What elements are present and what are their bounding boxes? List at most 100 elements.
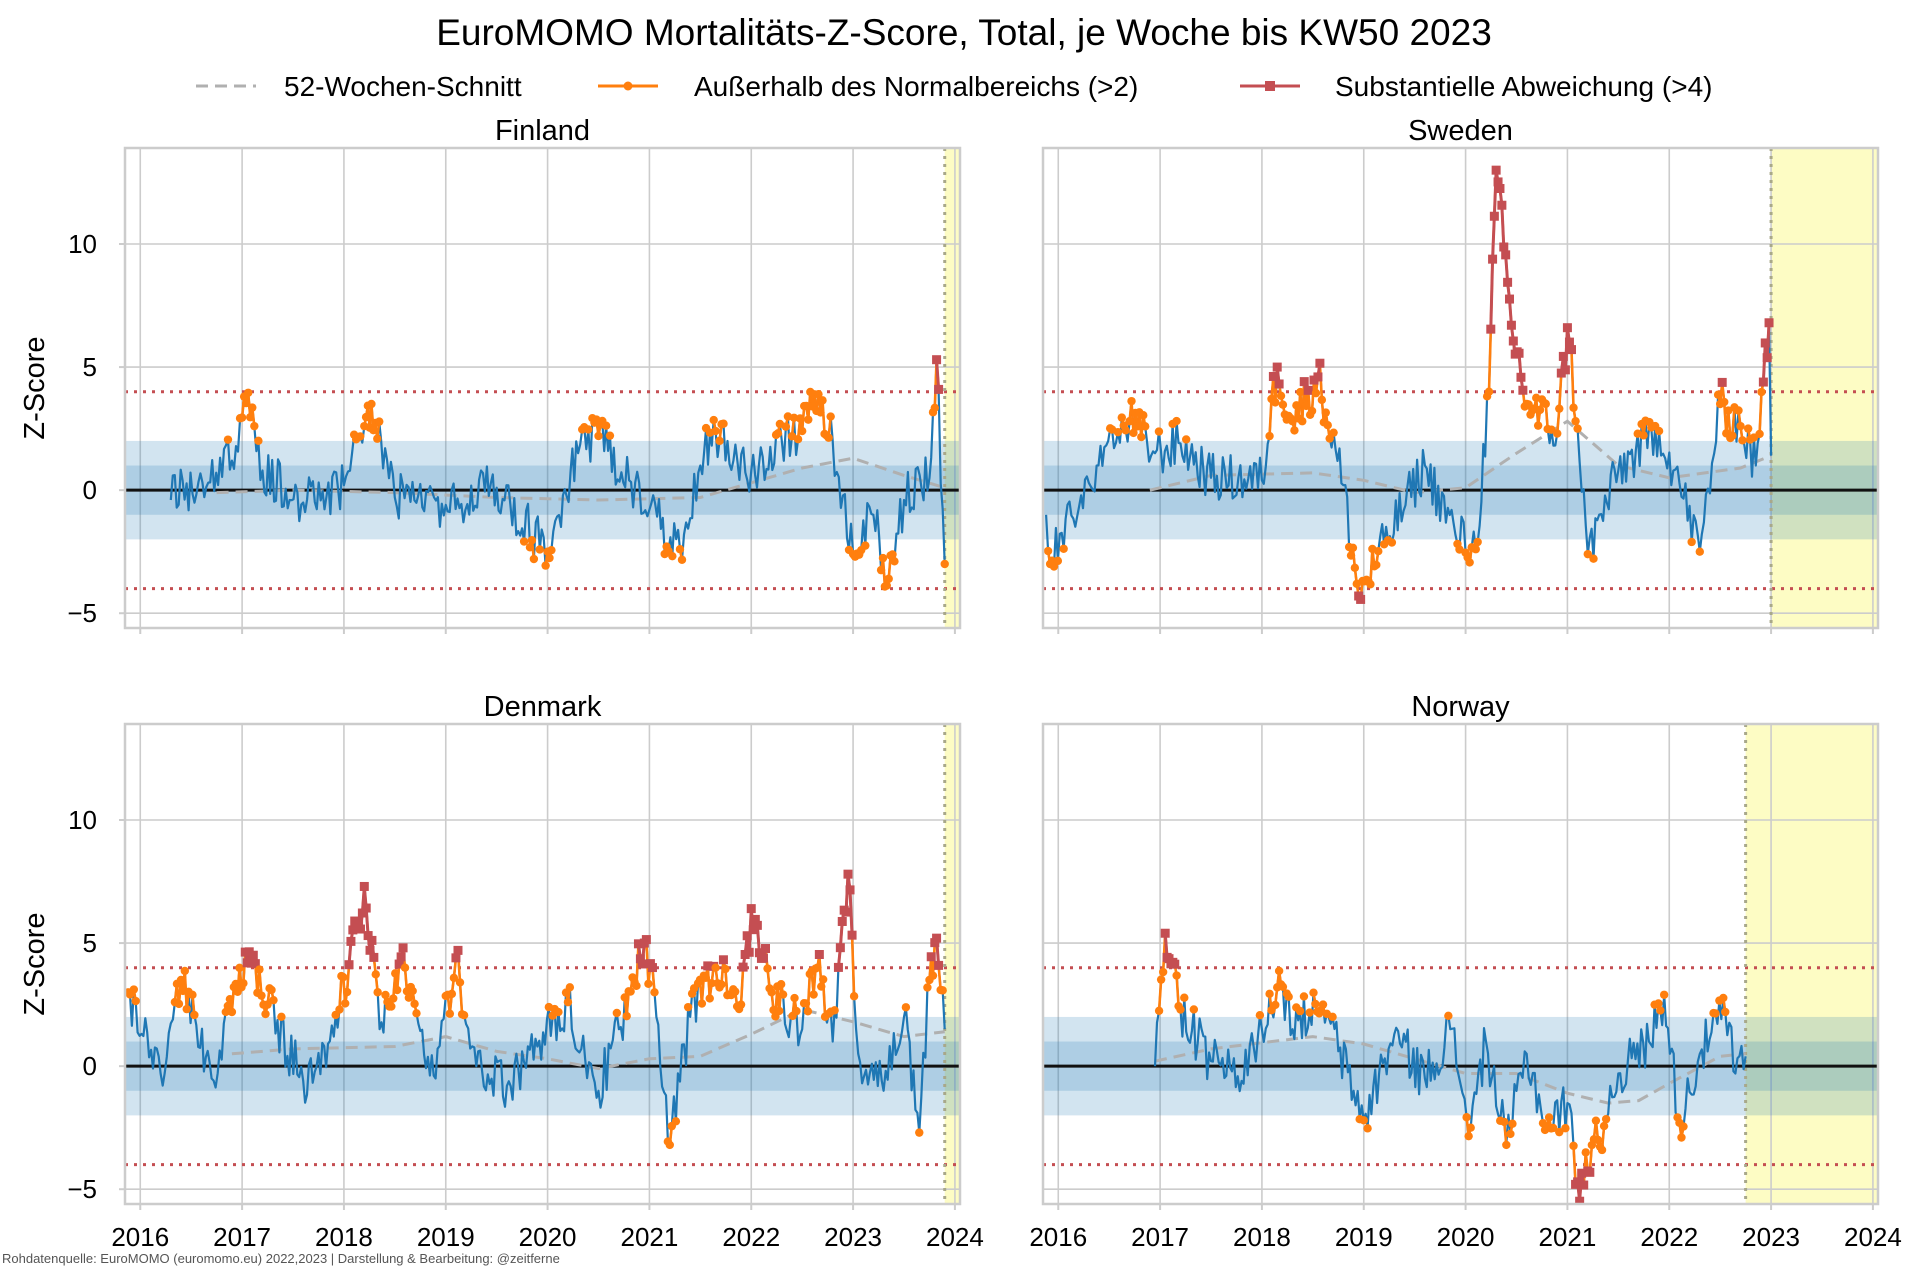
excursion-marker bbox=[342, 987, 352, 997]
x-tick-label: 2020 bbox=[519, 1222, 577, 1252]
excursion-marker bbox=[1276, 391, 1286, 401]
substantial-marker bbox=[1501, 250, 1511, 260]
excursion-marker bbox=[1255, 1010, 1265, 1020]
excursion-marker bbox=[1311, 999, 1320, 1009]
excursion-marker bbox=[373, 434, 382, 443]
excursion-marker bbox=[804, 415, 813, 424]
excursion-marker bbox=[241, 398, 251, 408]
excursion-marker bbox=[1363, 1124, 1372, 1133]
panel-frame bbox=[123, 722, 962, 1206]
excursion-marker bbox=[736, 1000, 746, 1009]
excursion-marker bbox=[1317, 395, 1327, 405]
excursion-marker bbox=[541, 561, 550, 570]
excursion-segment bbox=[1487, 329, 1493, 392]
excursion-marker bbox=[775, 1006, 784, 1016]
excursion-marker bbox=[884, 574, 893, 583]
substantial-marker bbox=[1758, 377, 1768, 387]
excursion-marker bbox=[1113, 427, 1123, 437]
substantial-marker bbox=[635, 954, 645, 964]
substantial-marker bbox=[1717, 377, 1727, 387]
excursion-marker bbox=[826, 412, 835, 421]
excursion-marker bbox=[375, 417, 384, 426]
x-tick-label: 2021 bbox=[620, 1222, 678, 1252]
excursion-marker bbox=[1506, 1129, 1515, 1139]
substantial-marker bbox=[344, 960, 354, 970]
substantial-marker bbox=[367, 935, 377, 945]
substantial-marker bbox=[1764, 318, 1774, 328]
excursion-marker bbox=[1573, 424, 1582, 433]
excursion-marker bbox=[650, 988, 659, 997]
excursion-marker bbox=[612, 1008, 622, 1018]
excursion-marker bbox=[1755, 429, 1764, 439]
panel-frame bbox=[123, 146, 962, 630]
source-note: Rohdatenquelle: EuroMOMO (euromomo.eu) 2… bbox=[2, 1251, 560, 1266]
excursion-marker bbox=[890, 557, 899, 566]
excursion-marker bbox=[554, 1007, 563, 1017]
legend-entry-2: Außerhalb des Normalbereichs (>2) bbox=[598, 71, 1138, 102]
y-tick-label: 5 bbox=[83, 352, 97, 382]
excursion-marker bbox=[861, 541, 870, 550]
excursion-marker bbox=[1462, 1113, 1471, 1122]
legend-label: Substantielle Abweichung (>4) bbox=[1335, 71, 1712, 102]
panel-finland: Finland −5 0 5 10 Z-Score bbox=[19, 115, 962, 634]
excursion-marker bbox=[1544, 1113, 1554, 1122]
excursion-marker bbox=[792, 1006, 801, 1016]
excursion-marker bbox=[1309, 988, 1318, 997]
substantial-marker bbox=[354, 917, 364, 927]
substantial-marker bbox=[718, 955, 728, 965]
excursion-marker bbox=[1533, 421, 1543, 430]
excursion-marker bbox=[182, 1004, 191, 1014]
excursion-marker bbox=[1553, 429, 1562, 438]
chart-panels: Finland −5 0 5 10 Z-Score Sweden Denmark −5 0 5 10 Z… bbox=[19, 115, 1902, 1252]
excursion-marker bbox=[878, 553, 888, 563]
excursion-marker bbox=[261, 1009, 270, 1019]
excursion-marker bbox=[535, 545, 544, 554]
substantial-marker bbox=[1560, 365, 1570, 375]
excursion-marker bbox=[797, 426, 807, 436]
excursion-marker bbox=[269, 995, 278, 1005]
excursion-segment bbox=[345, 964, 351, 993]
substantial-marker bbox=[1493, 177, 1503, 187]
excursion-marker bbox=[367, 399, 376, 409]
mean-52w-line bbox=[231, 1007, 945, 1071]
excursion-marker bbox=[1591, 1116, 1601, 1125]
panel-title: Norway bbox=[1411, 691, 1510, 723]
y-tick-label: −5 bbox=[67, 598, 97, 628]
excursion-marker bbox=[1581, 1148, 1590, 1157]
substantial-marker bbox=[1564, 337, 1574, 347]
excursion-marker bbox=[267, 985, 276, 995]
excursion-marker bbox=[626, 987, 635, 996]
excursion-marker bbox=[400, 963, 410, 972]
excursion-marker bbox=[1265, 431, 1274, 441]
excursion-marker bbox=[1359, 1116, 1368, 1125]
excursion-marker bbox=[1141, 422, 1150, 431]
substantial-marker bbox=[369, 952, 379, 962]
excursion-marker bbox=[1176, 1005, 1185, 1014]
substantial-marker bbox=[1499, 242, 1509, 252]
excursion-marker bbox=[730, 987, 740, 996]
excursion-marker bbox=[1299, 992, 1309, 1001]
excursion-marker bbox=[1278, 400, 1288, 409]
substantial-marker bbox=[1313, 372, 1323, 382]
forecast-region bbox=[944, 724, 960, 1204]
excursion-marker bbox=[1328, 1012, 1337, 1022]
zscore-series-line bbox=[1045, 169, 1773, 601]
excursion-segment bbox=[1731, 407, 1736, 436]
substantial-marker bbox=[845, 885, 855, 895]
excursion-marker bbox=[1659, 990, 1669, 999]
substantial-marker bbox=[1497, 200, 1507, 210]
substantial-segment bbox=[935, 359, 941, 390]
substantial-segment bbox=[1500, 205, 1506, 248]
x-tick-label: 2016 bbox=[111, 1222, 169, 1252]
mean-52w-line bbox=[1154, 1035, 1746, 1105]
x-tick-label: 2021 bbox=[1538, 1222, 1596, 1252]
excursion-marker bbox=[1137, 432, 1146, 442]
excursion-marker bbox=[525, 543, 535, 552]
excursion-marker bbox=[763, 964, 772, 973]
substantial-marker bbox=[932, 355, 942, 365]
panel-denmark: Denmark −5 0 5 10 Z-Score 2016 2017 2018 2019 2020… bbox=[19, 691, 984, 1252]
panel-title: Sweden bbox=[1408, 115, 1513, 147]
excursion-marker bbox=[1271, 398, 1280, 407]
excursion-segment bbox=[1175, 975, 1180, 1007]
excursion-marker bbox=[795, 414, 805, 423]
